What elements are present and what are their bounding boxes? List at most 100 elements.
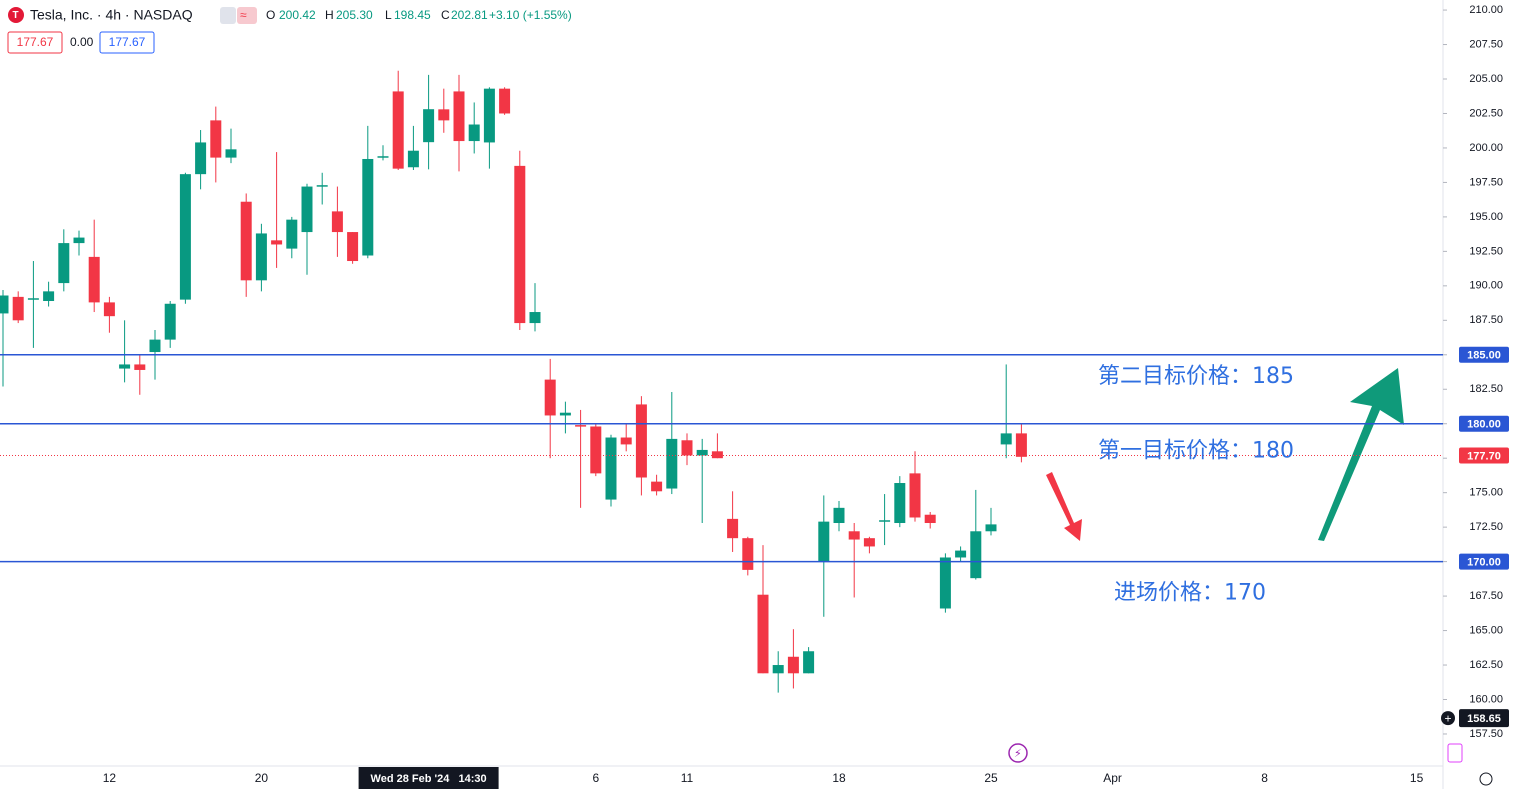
candle-body [134, 364, 146, 370]
y-tick-label: 190.00 [1469, 280, 1503, 292]
candle-body [453, 91, 465, 142]
candle-body [149, 339, 161, 353]
y-tick-label: 200.00 [1469, 142, 1503, 154]
candle-body [909, 473, 921, 518]
candle-body [529, 312, 541, 324]
price-badge [1459, 447, 1509, 464]
candle-body [833, 507, 845, 524]
c-value: 202.81 [451, 8, 488, 22]
candle-body [681, 440, 693, 456]
candle-body [210, 120, 222, 158]
y-tick-label: 182.50 [1469, 383, 1503, 395]
candle-body [711, 451, 723, 459]
crosshair-label-box [358, 767, 499, 789]
candle-body [727, 518, 739, 539]
y-tick-label: 192.50 [1469, 245, 1503, 257]
settings-icon[interactable] [1479, 772, 1493, 786]
candle-body [1015, 433, 1027, 457]
candle-body [362, 158, 374, 256]
candle-body [286, 219, 298, 249]
candle-body [894, 483, 906, 524]
h-label: H [325, 8, 334, 22]
annotation: 第一目标价格：180 [1098, 439, 1294, 464]
y-tick-label: 205.00 [1469, 73, 1503, 85]
candle-body [195, 142, 207, 175]
annotation: 第二目标价格：185 [1098, 364, 1294, 389]
x-tick-label: 15 [1410, 771, 1424, 785]
cursor-plus-mark: + [1444, 711, 1451, 725]
candle-body [848, 531, 860, 540]
indicator-box [7, 31, 63, 54]
arrow-up [1318, 368, 1404, 541]
candle-body [316, 185, 328, 187]
candle-body [818, 521, 830, 562]
candle-body [742, 538, 754, 570]
candle-body [772, 665, 784, 674]
o-label: O [266, 8, 275, 22]
cursor-badge [1459, 709, 1509, 728]
candle-body [939, 557, 951, 609]
symbol: Tesla, Inc. · 4h · NASDAQ [30, 7, 193, 23]
candle-body [88, 256, 100, 303]
logo-mark: T [13, 10, 19, 21]
candle-body [985, 524, 997, 532]
candle-body [301, 186, 313, 233]
x-tick-label: Apr [1103, 771, 1122, 785]
candle-body [255, 233, 267, 281]
candle-body [590, 426, 602, 474]
candle-body [27, 298, 39, 300]
candle-body [863, 538, 875, 547]
y-tick-label: 167.50 [1469, 590, 1503, 602]
logo [8, 7, 24, 23]
candle-body [225, 149, 237, 158]
x-tick-label: 8 [1261, 771, 1268, 785]
candle-body [696, 449, 708, 456]
candle-body [119, 364, 131, 369]
candle-body [970, 531, 982, 579]
earnings-icon[interactable] [1447, 743, 1463, 763]
y-tick-label: 160.00 [1469, 693, 1503, 705]
level-label: 180.00 [1467, 419, 1501, 431]
candle-body [651, 481, 663, 492]
candle-body [559, 412, 571, 416]
toggle[interactable] [220, 7, 236, 24]
header: T Tesla, Inc. · 4h · NASDAQ ≈ O 200.42 H… [7, 7, 572, 54]
candle-body [407, 150, 419, 168]
y-tick-label: 195.00 [1469, 211, 1503, 223]
cursor-plus [1441, 711, 1455, 726]
candle-body [423, 109, 435, 143]
toggle[interactable] [237, 7, 257, 24]
candle-body [103, 302, 115, 317]
candle-body [12, 296, 24, 321]
candle-body [605, 437, 617, 500]
candle-body [483, 88, 495, 143]
level-label: 170.00 [1467, 557, 1501, 569]
arrow-down [1046, 472, 1082, 541]
indicator-left: 177.67 [17, 35, 54, 49]
l-value: 198.45 [394, 8, 431, 22]
event-icon[interactable] [1008, 743, 1028, 763]
y-tick-label: 162.50 [1469, 659, 1503, 671]
candle-body [635, 404, 647, 478]
candle-body [499, 88, 511, 114]
candle-body [271, 240, 283, 245]
candle-body [666, 438, 678, 489]
candle-body [438, 109, 450, 121]
level-badge [1459, 553, 1509, 570]
x-tick-label: 20 [255, 771, 269, 785]
y-tick-label: 197.50 [1469, 176, 1503, 188]
candle-body [514, 165, 526, 324]
candle-body [164, 303, 176, 340]
candle-body [787, 656, 799, 674]
candle-body [955, 550, 967, 558]
c-label: C [441, 8, 450, 22]
candle-body [331, 211, 343, 233]
candle-body [468, 124, 480, 142]
candle-body [392, 91, 404, 169]
event-icon-mark: ⚡ [1014, 748, 1022, 760]
candle-body [879, 520, 891, 522]
l-label: L [385, 8, 392, 22]
candle-body [73, 237, 85, 244]
level-label: 185.00 [1467, 350, 1501, 362]
